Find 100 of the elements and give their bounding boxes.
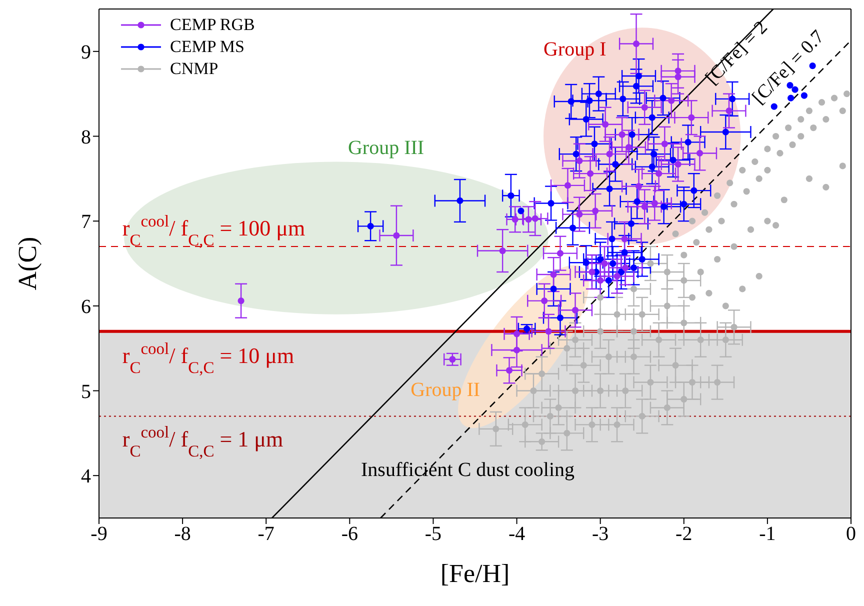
point (572, 150, 580, 158)
point (688, 114, 695, 121)
annotation: Group III (348, 137, 424, 160)
x-tick-label: -4 (508, 523, 526, 546)
point (595, 90, 602, 98)
point (524, 326, 530, 332)
x-tick-label: -5 (424, 523, 442, 546)
point (588, 268, 596, 276)
point (612, 160, 619, 168)
legend-label: CEMP RGB (170, 14, 255, 36)
band-label: Insufficient C dust cooling (361, 459, 574, 481)
x-tick-label: -6 (341, 523, 358, 546)
x-tick-label: -2 (676, 523, 692, 546)
point (674, 74, 682, 80)
point (606, 186, 613, 192)
point (569, 224, 576, 232)
point (548, 200, 554, 207)
point (238, 298, 244, 304)
point (449, 356, 456, 363)
point (602, 121, 609, 128)
point (620, 96, 626, 102)
y-tick-label: 4 (81, 466, 91, 488)
point (648, 114, 656, 121)
point (661, 140, 668, 148)
point (508, 192, 514, 199)
point (576, 158, 583, 164)
point (513, 330, 520, 338)
point (696, 150, 704, 157)
point (651, 200, 658, 207)
point (564, 182, 572, 189)
point (648, 163, 656, 170)
point (591, 140, 598, 148)
x-axis-title: [Fe/H] (440, 559, 510, 588)
point (800, 92, 808, 99)
point (545, 328, 552, 335)
point (592, 208, 599, 214)
x-tick-label: -7 (258, 523, 274, 546)
x-tick-label: 0 (846, 523, 856, 546)
point (614, 272, 620, 280)
point (597, 256, 604, 263)
annotation: r$_{C}$$^{cool}$/ f$_{C,C}$ = 1 μm (122, 422, 284, 460)
point (638, 256, 646, 263)
point (506, 367, 513, 374)
point (568, 98, 574, 105)
y-tick-label: 9 (81, 42, 91, 64)
point (608, 236, 616, 242)
point (625, 144, 632, 151)
legend-label: CNMP (170, 58, 218, 80)
point (525, 216, 532, 223)
point (660, 94, 666, 102)
point (680, 200, 688, 208)
annotation: r$_{C}$$^{cool}$/ f$_{C,C}$ = 100 μm (122, 211, 306, 250)
point (622, 264, 629, 272)
point (556, 250, 564, 257)
point (668, 97, 675, 104)
point (606, 150, 613, 158)
point (610, 260, 616, 267)
point (632, 40, 640, 48)
annotation: Group II (410, 378, 480, 401)
point (628, 220, 635, 227)
legend-label: CEMP MS (170, 36, 244, 58)
point (641, 203, 648, 210)
point (586, 97, 593, 104)
point (601, 260, 608, 267)
annotation: Group I (544, 38, 606, 61)
point (656, 170, 662, 177)
y-tick-label: 8 (81, 126, 91, 148)
point (618, 131, 626, 138)
point (456, 197, 464, 204)
point (809, 62, 816, 70)
point (587, 170, 594, 177)
point (605, 277, 612, 284)
x-tick-label: -1 (759, 523, 776, 546)
y-tick-label: 6 (81, 296, 91, 318)
point (729, 96, 736, 102)
point (670, 156, 676, 164)
x-tick-label: -8 (174, 523, 191, 546)
y-axis-title: A(C) (13, 236, 42, 290)
point (576, 210, 583, 218)
point (556, 314, 564, 322)
point (690, 187, 698, 194)
point (597, 277, 604, 284)
point (674, 160, 682, 168)
point (518, 208, 524, 214)
point (582, 259, 590, 266)
point (582, 116, 590, 123)
point (499, 247, 506, 254)
point (630, 264, 638, 272)
point (660, 203, 668, 210)
point (550, 271, 557, 278)
annotation: r$_{C}$$^{cool}$/ f$_{C,C}$ = 10 μm (122, 338, 294, 376)
point (541, 298, 548, 304)
x-tick-label: -9 (90, 523, 108, 546)
y-tick-label: 7 (81, 211, 91, 234)
point (621, 236, 628, 242)
point (641, 104, 648, 111)
point (512, 216, 518, 223)
point (635, 72, 642, 80)
point (621, 249, 628, 256)
point (393, 232, 400, 239)
